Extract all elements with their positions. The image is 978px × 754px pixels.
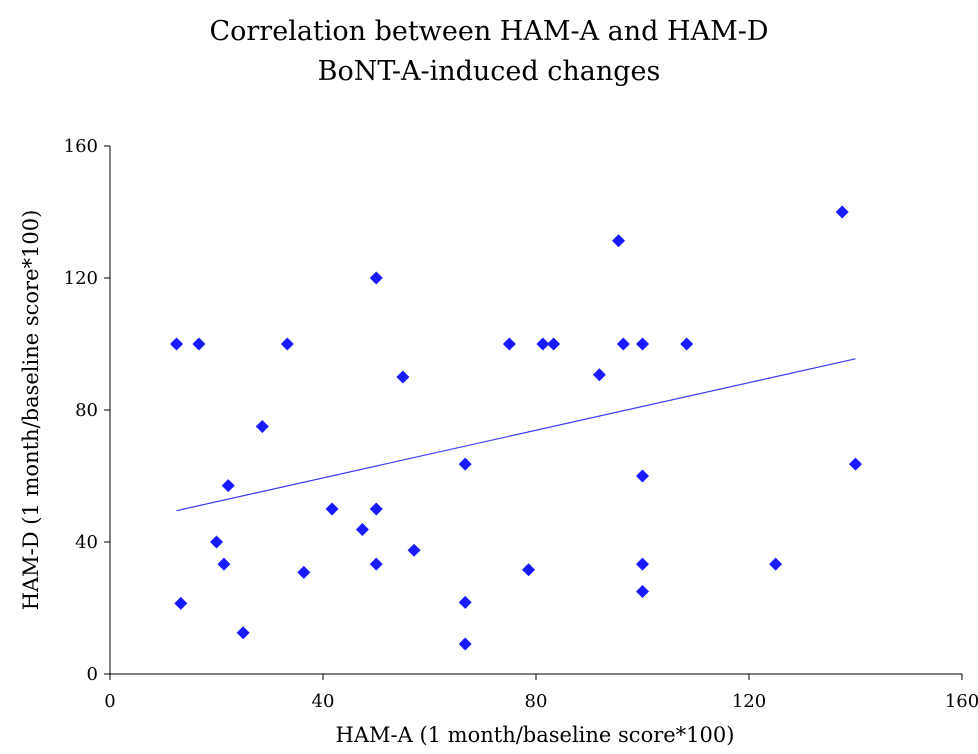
x-tick-label: 80 [525, 691, 548, 712]
x-tick-label: 40 [312, 691, 335, 712]
x-axis-label: HAM-A (1 month/baseline score*100) [336, 723, 735, 747]
data-point [769, 557, 783, 571]
data-point [536, 337, 550, 351]
data-point [680, 337, 694, 351]
data-point [592, 368, 606, 382]
data-point [636, 585, 649, 598]
x-tick-label: 0 [104, 691, 115, 712]
data-point [369, 271, 383, 285]
trendline [176, 358, 856, 512]
data-point [396, 370, 410, 384]
data-point [325, 502, 339, 516]
data-point [369, 502, 383, 516]
data-point [522, 563, 536, 577]
data-point [355, 522, 369, 536]
data-point [407, 543, 421, 557]
data-point [280, 337, 294, 351]
y-tick-label: 0 [87, 664, 98, 685]
data-point [849, 457, 862, 471]
data-point [255, 420, 269, 433]
data-point [221, 479, 235, 493]
data-point [636, 557, 649, 571]
data-point [170, 337, 184, 351]
data-point [458, 457, 472, 471]
data-point [636, 337, 649, 351]
tick-marks [104, 145, 963, 680]
data-point [612, 234, 626, 248]
x-tick-label: 160 [945, 691, 978, 712]
tick-labels: 0 40 80 120 160 0 40 80 120 160 [64, 136, 978, 712]
trendline-group [176, 358, 856, 512]
chart-title-line-2: BoNT-A-induced changes [318, 56, 661, 87]
axes [109, 146, 962, 675]
x-tick-label: 120 [732, 691, 766, 712]
y-tick-label: 40 [75, 532, 98, 553]
data-point [210, 535, 223, 549]
data-point [547, 337, 561, 351]
y-axis-label: HAM-D (1 month/baseline score*100) [19, 210, 43, 611]
data-points [170, 205, 862, 651]
y-tick-label: 160 [64, 136, 98, 157]
data-point [502, 337, 516, 351]
data-point [636, 469, 649, 483]
data-point [369, 557, 383, 571]
data-point [297, 565, 311, 579]
data-point [458, 637, 472, 651]
data-point [217, 557, 231, 571]
y-tick-label: 80 [75, 400, 98, 421]
data-point [236, 626, 250, 640]
chart-title-line-1: Correlation between HAM-A and HAM-D [209, 16, 768, 47]
data-point [174, 596, 188, 610]
data-point [616, 337, 630, 351]
data-point [835, 205, 849, 219]
y-tick-label: 120 [64, 268, 98, 289]
data-point [192, 337, 206, 351]
data-point [458, 595, 472, 609]
